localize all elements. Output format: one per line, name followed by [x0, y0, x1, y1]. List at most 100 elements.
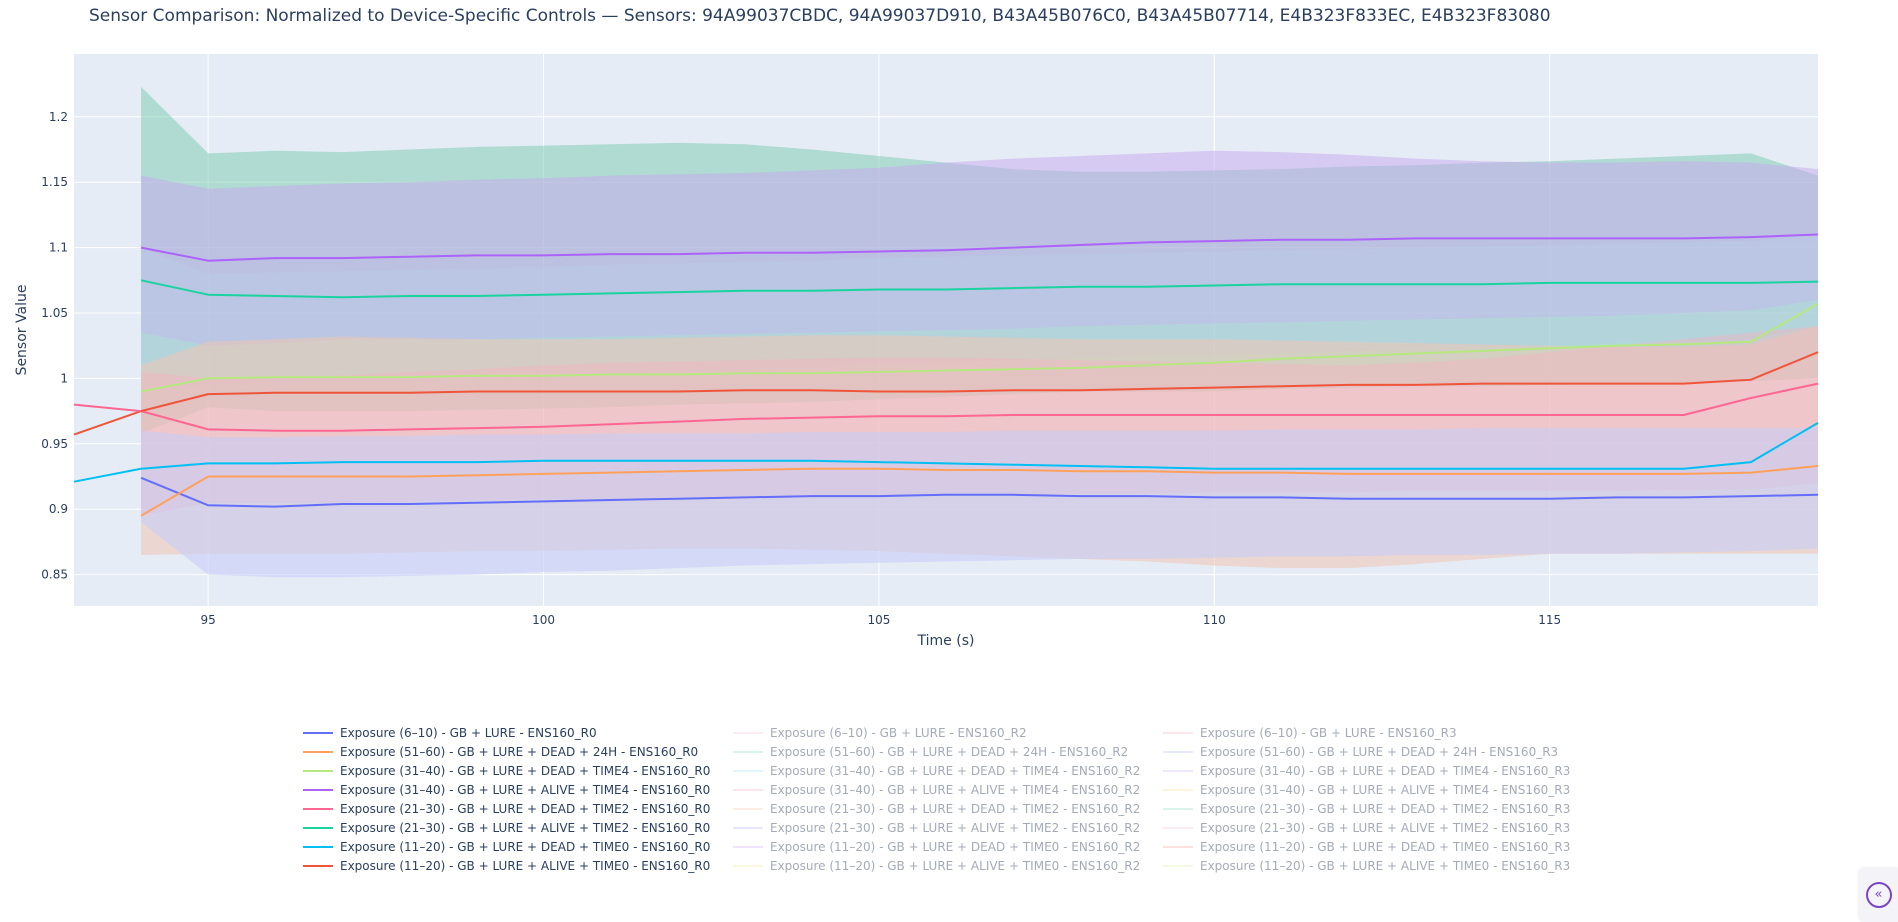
legend-swatch [1163, 808, 1193, 810]
legend-label: Exposure (11–20) - GB + LURE + DEAD + TI… [340, 840, 711, 854]
legend-swatch [733, 732, 763, 734]
legend-label: Exposure (51–60) - GB + LURE + DEAD + 24… [340, 745, 699, 759]
legend-swatch [1163, 827, 1193, 829]
legend-item[interactable]: Exposure (11–20) - GB + LURE + ALIVE + T… [733, 857, 1140, 875]
legend-item[interactable]: Exposure (6–10) - GB + LURE - ENS160_R0 [303, 724, 597, 742]
legend-item[interactable]: Exposure (21–30) - GB + LURE + DEAD + TI… [303, 800, 710, 818]
double-chevron-left-icon: « [1865, 882, 1892, 908]
legend-item[interactable]: Exposure (21–30) - GB + LURE + ALIVE + T… [1163, 819, 1570, 837]
legend-item[interactable]: Exposure (11–20) - GB + LURE + DEAD + TI… [733, 838, 1140, 856]
x-tick-label: 110 [1203, 613, 1226, 627]
legend-label: Exposure (31–40) - GB + LURE + DEAD + TI… [770, 764, 1141, 778]
confidence-band [141, 428, 1819, 578]
y-tick-label: 0.9 [49, 502, 68, 516]
legend-label: Exposure (11–20) - GB + LURE + DEAD + TI… [770, 840, 1141, 854]
legend-swatch [733, 865, 763, 867]
legend-swatch [733, 751, 763, 753]
legend-item[interactable]: Exposure (51–60) - GB + LURE + DEAD + 24… [1163, 743, 1558, 761]
collapse-panel-button[interactable]: « [1859, 868, 1898, 922]
x-tick-label: 105 [867, 613, 890, 627]
x-tick-label: 115 [1538, 613, 1561, 627]
legend-label: Exposure (11–20) - GB + LURE + ALIVE + T… [1200, 859, 1571, 873]
legend-item[interactable]: Exposure (31–40) - GB + LURE + ALIVE + T… [733, 781, 1140, 799]
legend-swatch [733, 789, 763, 791]
legend-item[interactable]: Exposure (11–20) - GB + LURE + ALIVE + T… [303, 857, 710, 875]
legend-swatch [733, 846, 763, 848]
legend-item[interactable]: Exposure (31–40) - GB + LURE + ALIVE + T… [1163, 781, 1570, 799]
legend-item[interactable]: Exposure (31–40) - GB + LURE + ALIVE + T… [303, 781, 710, 799]
series-lines [73, 233, 1819, 517]
legend-item[interactable]: Exposure (31–40) - GB + LURE + DEAD + TI… [733, 762, 1140, 780]
legend-swatch [1163, 789, 1193, 791]
x-axis-label: Time (s) [917, 633, 975, 649]
series-line[interactable] [140, 233, 1819, 262]
x-tick-label: 100 [532, 613, 555, 627]
series-line[interactable] [141, 422, 1819, 470]
x-tick-label: 95 [201, 613, 216, 627]
legend-item[interactable]: Exposure (31–40) - GB + LURE + DEAD + TI… [303, 762, 710, 780]
series-line-segment [73, 410, 142, 436]
legend-label: Exposure (21–30) - GB + LURE + DEAD + TI… [340, 802, 711, 816]
legend-label: Exposure (31–40) - GB + LURE + DEAD + TI… [340, 764, 711, 778]
legend-label: Exposure (31–40) - GB + LURE + DEAD + TI… [1200, 764, 1571, 778]
series-line-segment [73, 403, 142, 413]
legend-label: Exposure (6–10) - GB + LURE - ENS160_R2 [770, 726, 1027, 740]
legend-swatch [733, 808, 763, 810]
legend-label: Exposure (31–40) - GB + LURE + ALIVE + T… [340, 783, 711, 797]
series-line[interactable] [140, 382, 1819, 432]
legend-swatch [1163, 751, 1193, 753]
legend-label: Exposure (6–10) - GB + LURE - ENS160_R0 [340, 726, 597, 740]
legend-item[interactable]: Exposure (11–20) - GB + LURE + DEAD + TI… [303, 838, 710, 856]
series-line[interactable] [140, 476, 1819, 508]
y-tick-label: 1.05 [41, 306, 68, 320]
legend-label: Exposure (21–30) - GB + LURE + ALIVE + T… [1200, 821, 1571, 835]
legend-swatch [303, 751, 333, 753]
legend-item[interactable]: Exposure (6–10) - GB + LURE - ENS160_R3 [1163, 724, 1457, 742]
legend-item[interactable]: Exposure (51–60) - GB + LURE + DEAD + 24… [733, 743, 1128, 761]
legend-item[interactable]: Exposure (21–30) - GB + LURE + DEAD + TI… [733, 800, 1140, 818]
legend-item[interactable]: Exposure (21–30) - GB + LURE + ALIVE + T… [303, 819, 710, 837]
legend-label: Exposure (11–20) - GB + LURE + ALIVE + T… [340, 859, 711, 873]
legend-label: Exposure (21–30) - GB + LURE + ALIVE + T… [340, 821, 711, 835]
legend-label: Exposure (31–40) - GB + LURE + ALIVE + T… [1200, 783, 1571, 797]
series-line-segment [73, 467, 142, 483]
legend-item[interactable]: Exposure (21–30) - GB + LURE + DEAD + TI… [1163, 800, 1570, 818]
legend-swatch [733, 827, 763, 829]
legend-item[interactable]: Exposure (21–30) - GB + LURE + ALIVE + T… [733, 819, 1140, 837]
legend-label: Exposure (21–30) - GB + LURE + DEAD + TI… [1200, 802, 1571, 816]
y-tick-label: 1 [60, 371, 68, 385]
legend-label: Exposure (51–60) - GB + LURE + DEAD + 24… [1200, 745, 1559, 759]
legend-label: Exposure (31–40) - GB + LURE + ALIVE + T… [770, 783, 1141, 797]
legend-swatch [1163, 732, 1193, 734]
legend-swatch [1163, 865, 1193, 867]
y-axis-label: Sensor Value [14, 285, 30, 376]
series-line[interactable] [140, 351, 1819, 413]
legend-label: Exposure (6–10) - GB + LURE - ENS160_R3 [1200, 726, 1457, 740]
legend-swatch [303, 865, 333, 867]
y-tick-label: 1.15 [41, 175, 68, 189]
legend-swatch [303, 789, 333, 791]
series-line[interactable] [140, 302, 1819, 393]
legend-swatch [733, 770, 763, 772]
y-tick-label: 0.95 [41, 437, 68, 451]
legend-label: Exposure (11–20) - GB + LURE + ALIVE + T… [770, 859, 1141, 873]
legend-swatch [303, 827, 333, 829]
legend-item[interactable]: Exposure (11–20) - GB + LURE + ALIVE + T… [1163, 857, 1570, 875]
series-line[interactable] [140, 465, 1819, 517]
legend-item[interactable]: Exposure (11–20) - GB + LURE + DEAD + TI… [1163, 838, 1570, 856]
series-line[interactable] [140, 279, 1819, 299]
legend-item[interactable]: Exposure (31–40) - GB + LURE + DEAD + TI… [1163, 762, 1570, 780]
legend-swatch [303, 770, 333, 772]
legend-label: Exposure (11–20) - GB + LURE + DEAD + TI… [1200, 840, 1571, 854]
legend-label: Exposure (51–60) - GB + LURE + DEAD + 24… [770, 745, 1129, 759]
y-tick-label: 1.1 [49, 241, 68, 255]
legend-item[interactable]: Exposure (6–10) - GB + LURE - ENS160_R2 [733, 724, 1027, 742]
legend-swatch [1163, 846, 1193, 848]
legend-swatch [303, 732, 333, 734]
axis-ticks: 0.85 0.9 0.95 1 1.05 1.1 1.15 1.2 95 100 105 110 115 [41, 110, 1561, 627]
y-tick-label: 1.2 [49, 110, 68, 124]
legend-swatch [1163, 770, 1193, 772]
legend: Exposure (6–10) - GB + LURE - ENS160_R0 E… [303, 724, 1603, 884]
legend-item[interactable]: Exposure (51–60) - GB + LURE + DEAD + 24… [303, 743, 698, 761]
